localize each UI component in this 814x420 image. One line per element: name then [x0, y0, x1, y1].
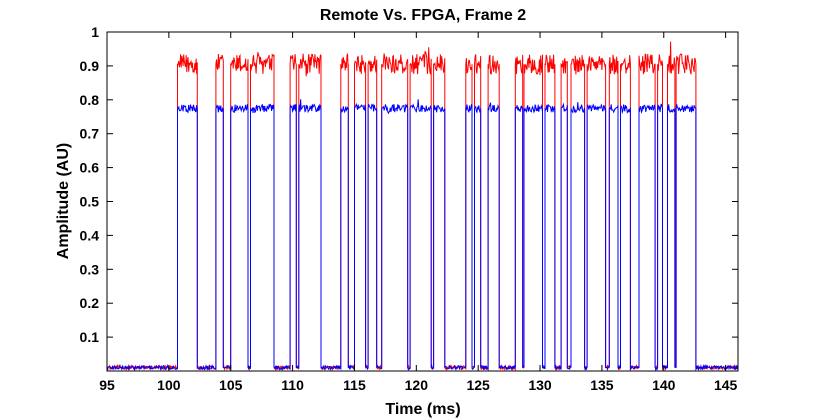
x-tick-label: 130: [528, 377, 552, 393]
chart-title: Remote Vs. FPGA, Frame 2: [320, 7, 526, 24]
ticks-layer: 95 100 105 110 115 120 125 130 135 140 145 0.1 0.2 0.…: [80, 24, 738, 393]
y-tick-label: 0.7: [80, 126, 100, 142]
y-tick-label: 0.4: [80, 227, 100, 243]
y-tick-label: 1: [91, 24, 99, 40]
y-axis-label: Amplitude (AU): [55, 143, 72, 259]
y-tick-label: 0.9: [80, 58, 100, 74]
x-tick-label: 135: [590, 377, 614, 393]
x-tick-label: 125: [466, 377, 490, 393]
plot-frame: [106, 31, 739, 372]
x-tick-label: 110: [281, 377, 304, 393]
y-tick-label: 0.8: [80, 92, 100, 108]
y-tick-label: 0.1: [80, 329, 100, 345]
plot-area: [106, 31, 739, 372]
y-tick-label: 0.2: [80, 295, 100, 311]
x-tick-label: 95: [99, 377, 115, 393]
y-tick-label: 0.5: [80, 194, 100, 210]
y-tick-label: 0.6: [80, 160, 100, 176]
series-line-fpga: [106, 99, 738, 372]
x-tick-label: 140: [652, 377, 676, 393]
x-tick-label: 100: [157, 377, 181, 393]
series-layer: [106, 41, 738, 372]
y-tick-label: 0.3: [80, 261, 100, 277]
x-tick-label: 120: [405, 377, 429, 393]
x-axis-label: Time (ms): [385, 401, 460, 418]
x-tick-label: 145: [714, 377, 738, 393]
x-tick-label: 105: [219, 377, 243, 393]
x-tick-label: 115: [343, 377, 366, 393]
